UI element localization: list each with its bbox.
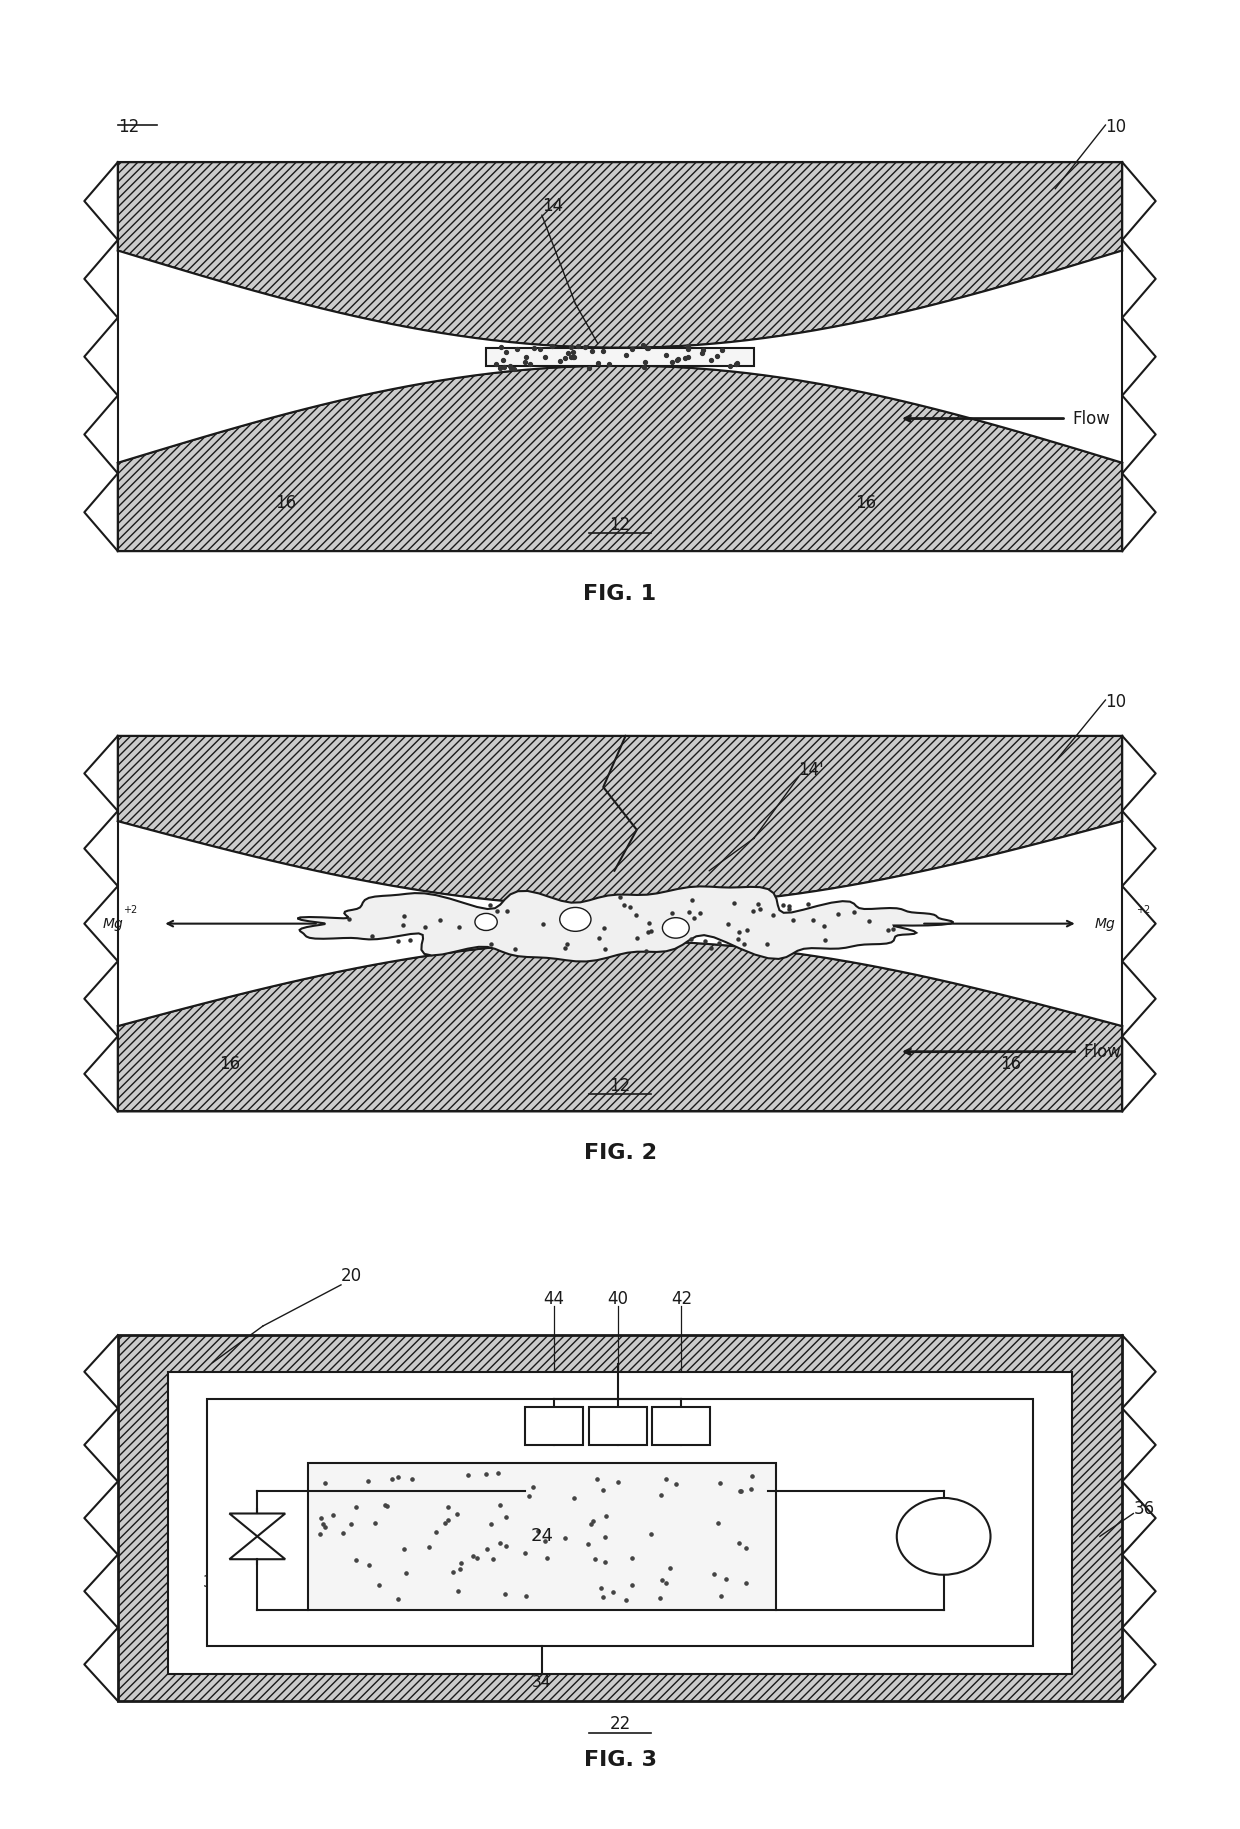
Polygon shape [118, 163, 1122, 348]
Polygon shape [229, 1514, 285, 1536]
Text: 20: 20 [341, 1267, 362, 1284]
Text: 24: 24 [531, 1527, 553, 1546]
Bar [526, 1407, 583, 1445]
Text: 16: 16 [274, 494, 296, 512]
Text: 12: 12 [609, 516, 631, 534]
Text: Mg: Mg [103, 916, 124, 931]
Text: FIG. 3: FIG. 3 [584, 1750, 656, 1770]
Text: 32: 32 [308, 1584, 327, 1599]
Text: +2: +2 [1136, 905, 1149, 914]
Bar [207, 1399, 1033, 1646]
Text: 10: 10 [1106, 693, 1127, 711]
Text: 26: 26 [950, 1584, 968, 1599]
Text: 16: 16 [854, 494, 877, 512]
Polygon shape [118, 735, 1122, 907]
Polygon shape [118, 821, 1122, 1026]
Circle shape [475, 913, 497, 931]
Text: 12: 12 [609, 1077, 631, 1096]
Text: 12: 12 [118, 117, 139, 135]
Text: 14': 14' [799, 761, 825, 779]
Polygon shape [118, 251, 1122, 463]
Text: 10: 10 [1106, 117, 1127, 135]
Bar [486, 348, 754, 366]
Bar [169, 1372, 1071, 1674]
Polygon shape [298, 887, 954, 962]
Polygon shape [118, 366, 1122, 551]
Bar [589, 1407, 647, 1445]
Circle shape [662, 918, 689, 938]
Circle shape [559, 907, 591, 931]
Text: 14: 14 [542, 198, 563, 216]
Text: 22: 22 [609, 1716, 631, 1732]
Text: 26: 26 [210, 1456, 229, 1471]
Text: Flow: Flow [1071, 410, 1110, 428]
Text: 28: 28 [1011, 1560, 1032, 1577]
Circle shape [897, 1498, 991, 1575]
Text: FIG. 2: FIG. 2 [584, 1143, 656, 1163]
Bar [652, 1407, 711, 1445]
Text: 26: 26 [236, 1584, 254, 1599]
Bar [308, 1463, 776, 1610]
Text: 34: 34 [532, 1675, 552, 1690]
Text: 44: 44 [543, 1289, 564, 1308]
Polygon shape [118, 940, 1122, 1112]
Text: 16: 16 [218, 1055, 241, 1074]
Text: 36: 36 [1133, 1500, 1154, 1518]
Text: 42: 42 [671, 1289, 692, 1308]
Text: FIG. 1: FIG. 1 [584, 583, 656, 604]
Text: +2: +2 [124, 905, 138, 914]
Text: 16: 16 [999, 1055, 1022, 1074]
Bar [118, 1335, 1122, 1701]
Text: 40: 40 [608, 1289, 629, 1308]
Text: 30: 30 [203, 1575, 222, 1589]
Polygon shape [229, 1536, 285, 1558]
Text: Mg: Mg [1095, 916, 1115, 931]
Text: Flow: Flow [1084, 1043, 1121, 1061]
